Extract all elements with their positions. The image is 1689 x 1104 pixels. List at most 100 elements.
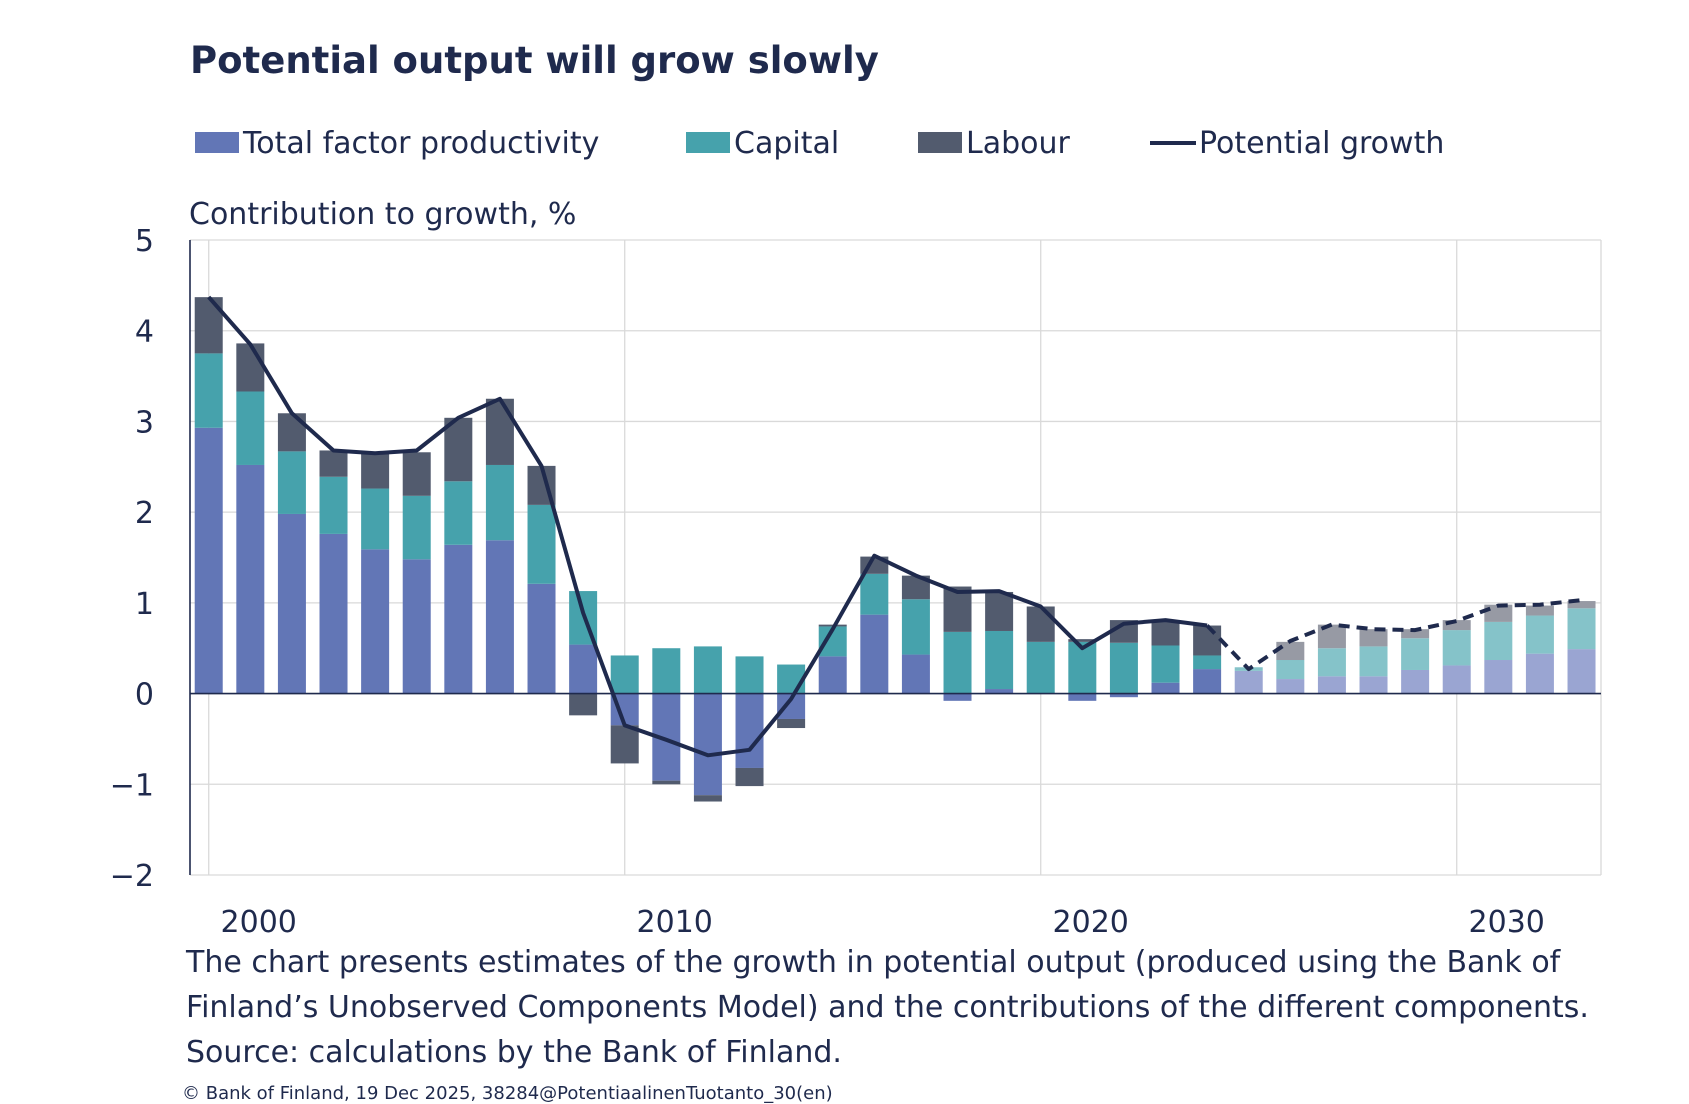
- y-tick-label: 1: [135, 587, 154, 622]
- bar-capital-2008: [527, 504, 556, 584]
- bar-tfp-2002: [277, 513, 306, 694]
- bar-tfp-2025: [1234, 670, 1263, 694]
- bar-tfp-2027: [1317, 676, 1346, 694]
- legend-label-tfp: Total factor productivity: [242, 126, 599, 161]
- bar-labour-2027: [1317, 624, 1346, 649]
- x-tick-labels: 2000 2010 2020 2030: [221, 905, 1545, 940]
- bar-tfp-2022: [1109, 693, 1138, 698]
- bar-labour-2030: [1442, 620, 1471, 631]
- bar-tfp-2016: [860, 614, 889, 694]
- x-tick-label: 2000: [221, 905, 297, 940]
- bar-tfp-2015: [818, 656, 847, 694]
- bar-capital-2020: [1026, 641, 1055, 694]
- bar-capital-2007: [485, 464, 514, 541]
- bar-capital-2005: [402, 495, 431, 560]
- bar-tfp-2024: [1193, 669, 1222, 694]
- gridlines: [190, 239, 1602, 876]
- bar-capital-2032: [1525, 615, 1554, 654]
- bar-tfp-2006: [444, 544, 473, 694]
- y-tick-label: 3: [135, 405, 154, 440]
- legend-swatch-capital: [686, 132, 730, 153]
- axes: [189, 240, 1601, 875]
- bar-capital-2024: [1193, 655, 1222, 670]
- bar-labour-2031: [1484, 604, 1513, 622]
- bars: [194, 297, 1596, 802]
- bar-labour-2013: [735, 767, 764, 787]
- bar-labour-2017: [901, 575, 930, 600]
- bar-tfp-2033: [1567, 649, 1596, 694]
- bar-capital-2011: [652, 648, 681, 694]
- bar-tfp-2023: [1151, 682, 1180, 694]
- bar-capital-2001: [236, 391, 265, 465]
- bar-capital-2012: [693, 646, 722, 694]
- bar-tfp-2004: [361, 549, 390, 694]
- potential-growth-line: [207, 295, 1208, 758]
- legend: Total factor productivity Capital Labour…: [195, 126, 1444, 161]
- bar-tfp-2008: [527, 583, 556, 694]
- y-tick-label: 5: [135, 224, 154, 259]
- bar-capital-2017: [901, 599, 930, 655]
- x-tick-label: 2020: [1053, 905, 1129, 940]
- legend-label-capital: Capital: [734, 126, 839, 161]
- bar-labour-2019: [985, 591, 1014, 631]
- bar-tfp-2009: [569, 644, 598, 694]
- bar-labour-2012: [693, 795, 722, 802]
- bar-capital-2018: [943, 631, 972, 694]
- bar-tfp-2013: [735, 693, 764, 768]
- bar-capital-2014: [777, 664, 806, 694]
- bar-labour-2021: [1068, 639, 1097, 642]
- bar-tfp-2028: [1359, 676, 1388, 694]
- bar-tfp-2032: [1525, 653, 1554, 694]
- bar-tfp-2029: [1401, 669, 1430, 694]
- potential-growth-line-group: [207, 295, 1582, 758]
- bar-labour-2029: [1401, 629, 1430, 639]
- bar-tfp-2005: [402, 559, 431, 694]
- chart-title: Potential output will grow slowly: [190, 39, 879, 82]
- y-axis-title: Contribution to growth, %: [189, 197, 576, 232]
- bar-labour-2005: [402, 452, 431, 496]
- bar-tfp-2018: [943, 693, 972, 701]
- bar-capital-2023: [1151, 645, 1180, 683]
- bar-capital-2010: [610, 655, 639, 694]
- bar-labour-2007: [485, 398, 514, 465]
- bar-capital-2019: [985, 630, 1014, 690]
- legend-swatch-tfp: [195, 132, 239, 153]
- y-tick-label: 0: [135, 678, 154, 713]
- bar-tfp-2030: [1442, 665, 1471, 694]
- bar-capital-2013: [735, 656, 764, 694]
- potential-growth-forecast-line: [1205, 598, 1582, 672]
- bar-capital-2026: [1276, 660, 1305, 680]
- bar-tfp-2031: [1484, 660, 1513, 694]
- bar-capital-2006: [444, 481, 473, 545]
- bar-capital-2021: [1068, 641, 1097, 694]
- bar-capital-2022: [1109, 642, 1138, 694]
- bar-labour-2033: [1567, 601, 1596, 609]
- bar-capital-2031: [1484, 621, 1513, 661]
- bar-tfp-2019: [985, 689, 1014, 694]
- caption-line-2: Finland’s Unobserved Components Model) a…: [186, 990, 1589, 1025]
- bar-labour-2003: [319, 450, 348, 477]
- bar-tfp-2000: [194, 427, 223, 694]
- bar-labour-2014: [777, 718, 806, 729]
- bar-labour-2010: [610, 725, 639, 764]
- bar-tfp-2026: [1276, 679, 1305, 694]
- x-tick-label: 2010: [637, 905, 713, 940]
- x-tick-label: 2030: [1469, 905, 1545, 940]
- bar-labour-2023: [1151, 620, 1180, 646]
- legend-label-labour: Labour: [966, 126, 1071, 161]
- bar-labour-2011: [652, 780, 681, 785]
- bar-capital-2016: [860, 573, 889, 615]
- bar-capital-2028: [1359, 646, 1388, 677]
- bar-labour-2026: [1276, 641, 1305, 661]
- bar-capital-2033: [1567, 608, 1596, 650]
- bar-labour-2024: [1193, 625, 1222, 656]
- bar-capital-2003: [319, 476, 348, 534]
- bar-labour-2002: [277, 413, 306, 452]
- caption-line-3: Source: calculations by the Bank of Finl…: [186, 1035, 842, 1070]
- bar-tfp-2017: [901, 654, 930, 694]
- bar-labour-2004: [361, 453, 390, 489]
- bar-capital-2027: [1317, 648, 1346, 677]
- copyright-footer: © Bank of Finland, 19 Dec 2025, 38284@Po…: [182, 1083, 833, 1104]
- caption-line-1: The chart presents estimates of the grow…: [186, 945, 1561, 980]
